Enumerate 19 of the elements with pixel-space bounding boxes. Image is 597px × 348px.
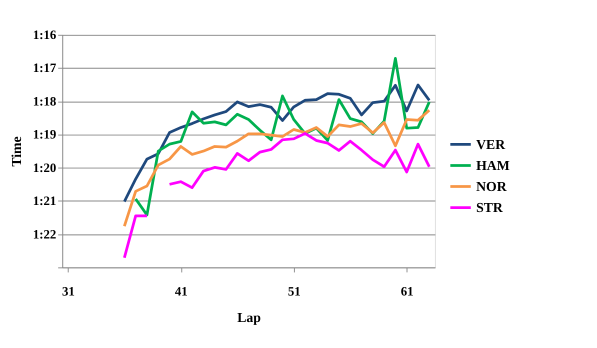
legend-label: HAM: [476, 158, 510, 174]
y-axis-title: Time: [8, 136, 24, 167]
y-tick-label: 1:20: [32, 160, 56, 175]
x-axis-title: Lap: [237, 310, 262, 325]
y-tick-label: 1:18: [32, 94, 56, 108]
y-tick-label: 1:22: [32, 227, 56, 242]
y-tick-label: 1:21: [32, 194, 56, 208]
line-series: [123, 84, 431, 203]
legend-label: VER: [476, 136, 506, 152]
y-tick-label: 1:16: [32, 28, 57, 42]
legend-label: STR: [476, 200, 504, 216]
x-tick-label: 31: [62, 284, 75, 298]
x-tick-label: 61: [400, 284, 414, 298]
y-tick-label: 1:19: [32, 128, 56, 142]
legend-label: NOR: [476, 179, 508, 194]
y-tick-label: 1:17: [32, 61, 57, 76]
line-series: [123, 108, 431, 228]
x-tick-label: 51: [288, 284, 301, 298]
x-tick-label: 41: [174, 284, 188, 298]
